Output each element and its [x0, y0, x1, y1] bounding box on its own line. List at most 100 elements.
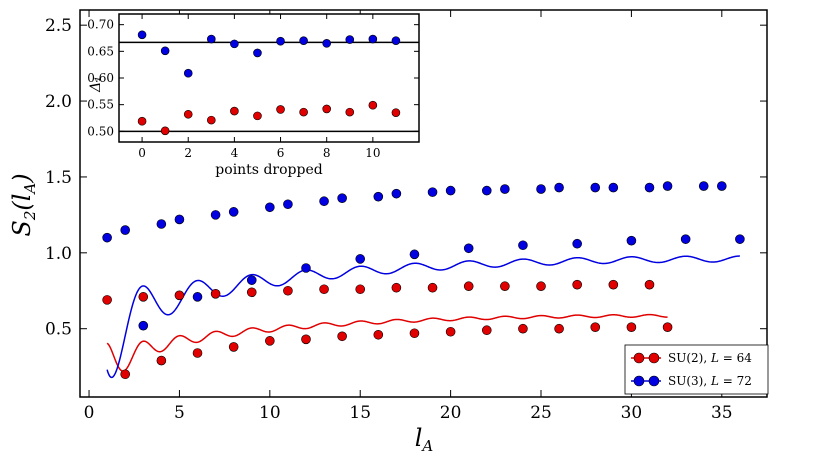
data-point-su2 — [210, 288, 221, 299]
inset-x-tick-label: 4 — [231, 146, 239, 160]
inset-point-su3 — [230, 39, 239, 49]
data-point-su3 — [572, 238, 582, 249]
y-tick-label: 1.0 — [45, 244, 72, 264]
data-point-su3 — [735, 234, 745, 244]
inset-y-tick-label: 0.55 — [87, 98, 114, 112]
data-point-su3 — [626, 235, 637, 246]
inset-y-tick-label: 0.70 — [87, 18, 114, 32]
x-tick-label: 5 — [174, 403, 185, 423]
data-point-su3 — [644, 182, 655, 193]
data-point-su2 — [156, 355, 167, 366]
inset-point-su3 — [322, 39, 331, 48]
data-point-su2 — [337, 331, 347, 342]
data-point-su3 — [500, 184, 510, 194]
data-point-su2 — [391, 282, 402, 293]
inset-background — [119, 14, 419, 142]
x-tick-label: 35 — [711, 403, 733, 423]
data-point-su2 — [265, 336, 275, 346]
inset-data-points — [137, 30, 401, 136]
data-point-su2 — [228, 342, 239, 352]
data-point-su3 — [102, 232, 112, 243]
inset-point-su2 — [345, 107, 355, 117]
legend-marker-su3 — [633, 375, 645, 387]
data-point-su2 — [319, 284, 329, 295]
inset-point-su2 — [137, 116, 147, 126]
inset-point-su3 — [183, 68, 193, 78]
legend: SU(2), L = 64 SU(3), L = 72 — [624, 344, 769, 395]
data-point-su2 — [572, 279, 582, 290]
data-point-su3 — [210, 210, 221, 220]
data-point-su3 — [337, 193, 347, 203]
data-point-su3 — [445, 185, 456, 196]
inset-point-su3 — [368, 34, 378, 44]
legend-marker-su2 — [633, 352, 645, 364]
inset-point-su3 — [137, 30, 147, 40]
inset-point-su3 — [299, 36, 308, 45]
data-point-su2 — [463, 281, 474, 292]
data-point-su3 — [518, 240, 528, 251]
data-point-su3 — [590, 182, 601, 193]
data-point-su2 — [481, 325, 492, 336]
data-point-su2 — [355, 284, 366, 295]
x-tick-label: 15 — [349, 403, 371, 423]
data-point-su3 — [427, 187, 438, 197]
data-point-su3 — [536, 184, 546, 194]
y-axis-label: S2(lA) — [8, 173, 39, 236]
inset-plot: 0 2 4 6 8 10 0.50 0.55 0.60 0.65 0.70 points dropp… — [87, 13, 420, 178]
inset-point-su2 — [253, 111, 262, 121]
data-point-su3 — [373, 191, 384, 202]
legend-box — [624, 344, 769, 395]
inset-x-axis-label: points dropped — [215, 162, 322, 178]
inset-y-tick-label: 0.60 — [87, 71, 114, 85]
x-tick-label: 25 — [530, 403, 552, 423]
inset-point-su2 — [183, 109, 193, 119]
data-point-su2 — [409, 328, 420, 339]
inset-x-tick-label: 10 — [365, 146, 380, 160]
legend-entry-su2: SU(2), L = 64 — [631, 351, 752, 365]
data-point-su3 — [156, 219, 167, 229]
x-tick-label: 20 — [440, 403, 462, 423]
legend-marker-su3 — [648, 375, 660, 387]
data-point-su2 — [174, 290, 185, 301]
data-point-su3 — [283, 199, 293, 210]
data-point-su2 — [554, 323, 564, 334]
inset-x-tick-label: 8 — [323, 146, 331, 160]
inset-point-su2 — [230, 106, 239, 116]
data-point-su3 — [409, 249, 420, 260]
data-point-su2 — [283, 285, 293, 296]
data-point-su2 — [246, 287, 257, 298]
data-point-su3 — [481, 185, 492, 196]
inset-x-tick-label: 6 — [277, 146, 285, 160]
main-axes-frame — [79, 9, 768, 398]
data-point-su2 — [373, 329, 384, 340]
data-point-su2 — [626, 322, 637, 332]
legend-entry-su3: SU(3), L = 72 — [631, 374, 752, 388]
data-point-su3 — [698, 181, 709, 191]
inset-point-su2 — [322, 104, 331, 114]
y-tick-label: 2.5 — [45, 16, 72, 36]
inset-point-su2 — [299, 107, 308, 117]
inset-ticks: 0 2 4 6 8 10 0.50 0.55 0.60 0.65 0.70 — [87, 14, 419, 160]
y-tick-label: 1.5 — [45, 168, 72, 188]
data-point-su2 — [500, 281, 510, 292]
inset-point-su3 — [276, 36, 285, 46]
data-point-su3 — [265, 202, 275, 213]
inset-point-su2 — [276, 105, 285, 114]
data-point-su2 — [590, 322, 601, 332]
fit-curve-su2 — [106, 313, 668, 372]
inset-y-tick-label: 0.50 — [87, 124, 114, 138]
data-point-su3 — [662, 181, 673, 191]
inset-point-su2 — [391, 108, 401, 117]
data-point-su2 — [138, 292, 149, 302]
data-point-su3 — [319, 196, 329, 207]
data-point-su2 — [608, 279, 619, 290]
data-point-su3 — [120, 225, 130, 235]
legend-marker-su2 — [648, 352, 660, 364]
x-tick-label: 10 — [259, 403, 281, 423]
inset-point-su2 — [368, 100, 378, 110]
data-point-su3 — [716, 181, 727, 191]
inset-x-tick-label: 2 — [184, 146, 192, 160]
y-tick-label: 2.0 — [45, 92, 72, 112]
data-point-su2 — [518, 323, 528, 334]
